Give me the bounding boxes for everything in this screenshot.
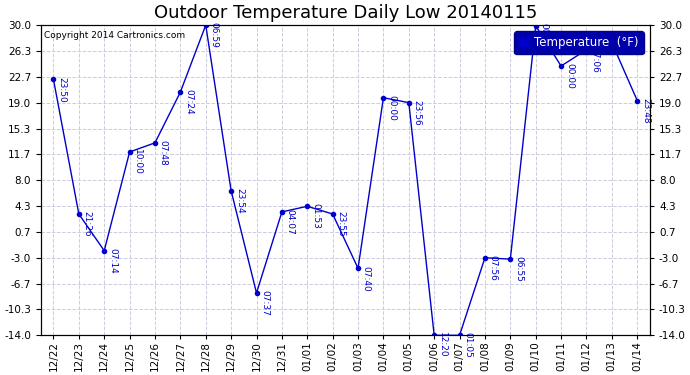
Text: 00:00: 00:00	[387, 95, 396, 121]
Temperature  (°F)	[633, 98, 642, 103]
Text: 07:37: 07:37	[260, 290, 269, 316]
Text: 12:20: 12:20	[438, 333, 447, 358]
Temperature  (°F)	[100, 248, 108, 253]
Legend: Temperature  (°F): Temperature (°F)	[514, 32, 644, 54]
Temperature  (°F)	[380, 96, 388, 100]
Temperature  (°F)	[278, 210, 286, 214]
Temperature  (°F)	[404, 100, 413, 105]
Temperature  (°F)	[49, 77, 57, 82]
Text: 01:05: 01:05	[464, 333, 473, 358]
Text: Copyright 2014 Cartronics.com: Copyright 2014 Cartronics.com	[43, 32, 185, 40]
Text: 23:55: 23:55	[337, 211, 346, 237]
Temperature  (°F)	[430, 333, 438, 338]
Temperature  (°F)	[557, 64, 565, 68]
Temperature  (°F)	[455, 333, 464, 338]
Temperature  (°F)	[303, 204, 311, 209]
Temperature  (°F)	[75, 212, 83, 216]
Line: Temperature  (°F): Temperature (°F)	[51, 23, 640, 338]
Text: 07:56: 07:56	[489, 255, 497, 281]
Temperature  (°F)	[481, 255, 489, 260]
Temperature  (°F)	[328, 212, 337, 216]
Text: 06:59: 06:59	[210, 22, 219, 48]
Text: 07:40: 07:40	[362, 266, 371, 291]
Text: 23:: 23:	[615, 40, 624, 54]
Text: 01:53: 01:53	[311, 204, 320, 230]
Text: 10:00: 10:00	[133, 149, 142, 175]
Text: 06:55: 06:55	[514, 256, 523, 282]
Text: 23:54: 23:54	[235, 188, 244, 214]
Title: Outdoor Temperature Daily Low 20140115: Outdoor Temperature Daily Low 20140115	[154, 4, 537, 22]
Temperature  (°F)	[354, 266, 362, 270]
Text: 00:00: 00:00	[565, 63, 574, 89]
Temperature  (°F)	[531, 24, 540, 28]
Text: 00:00: 00:00	[540, 23, 549, 49]
Temperature  (°F)	[201, 23, 210, 27]
Text: 23:50: 23:50	[57, 76, 66, 102]
Text: 07:14: 07:14	[108, 248, 117, 274]
Temperature  (°F)	[582, 48, 591, 52]
Text: 07:24: 07:24	[184, 89, 193, 115]
Temperature  (°F)	[126, 150, 134, 154]
Text: 21:26: 21:26	[83, 211, 92, 237]
Temperature  (°F)	[227, 189, 235, 193]
Temperature  (°F)	[253, 291, 261, 295]
Temperature  (°F)	[506, 257, 515, 261]
Temperature  (°F)	[176, 90, 184, 94]
Text: 07:48: 07:48	[159, 140, 168, 166]
Temperature  (°F)	[151, 141, 159, 145]
Temperature  (°F)	[608, 40, 616, 45]
Text: 04:07: 04:07	[286, 209, 295, 235]
Text: 23:56: 23:56	[413, 100, 422, 126]
Text: 23:48: 23:48	[641, 98, 650, 123]
Text: 07:06: 07:06	[591, 47, 600, 73]
